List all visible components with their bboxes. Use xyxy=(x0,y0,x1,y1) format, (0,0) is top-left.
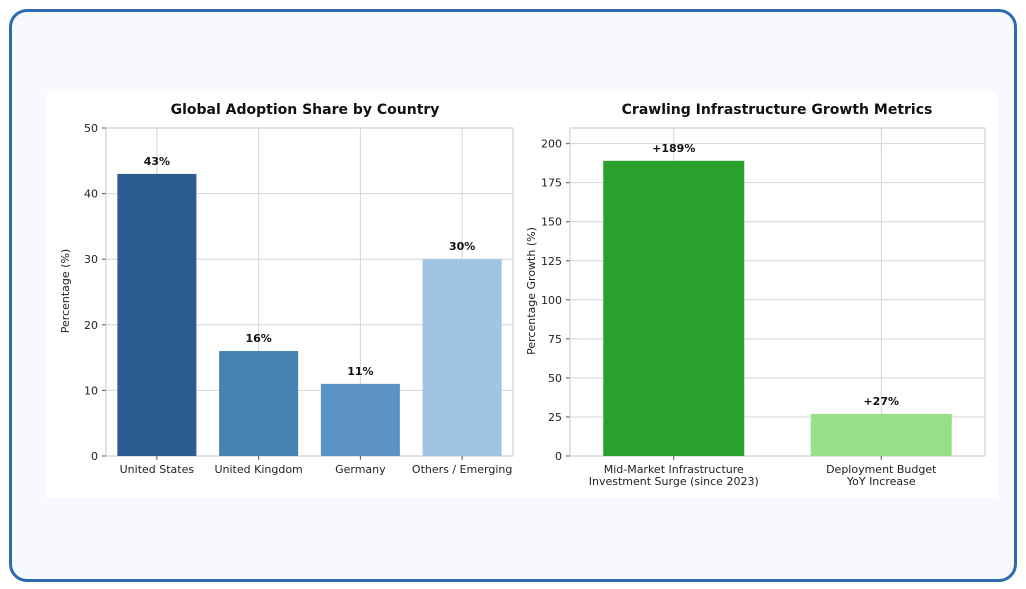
chart-2-ytick-label: 200 xyxy=(541,138,562,151)
chart-2-ytick-label: 0 xyxy=(555,450,562,463)
chart-1-plot-frame xyxy=(105,127,514,457)
chart-2-xtick-label-line: Deployment Budget xyxy=(826,463,937,476)
chart-2-bar xyxy=(603,160,745,457)
chart-2-ytick-label: 125 xyxy=(541,255,562,268)
chart-1-xtick-label: Germany xyxy=(335,463,386,476)
chart-1-ytick-label: 20 xyxy=(84,319,98,332)
chart-2-xtick-label: Deployment Budget YoY Increase xyxy=(826,463,937,488)
chart-2-xtick-label: Mid-Market Infrastructure Investment Surg… xyxy=(589,463,759,488)
chart-2-ytick-label: 50 xyxy=(548,372,562,385)
chart-1-xtick-label-line: United States xyxy=(120,463,195,476)
chart-2-xtick-label-line: Investment Surge (since 2023) xyxy=(589,475,759,488)
chart-1-ytick-label: 10 xyxy=(84,384,98,397)
chart-1-data-label: 11% xyxy=(347,365,373,378)
chart-1-bar xyxy=(117,173,197,457)
chart-1-title: Global Adoption Share by Country xyxy=(171,102,440,118)
chart-1-bar xyxy=(320,383,400,456)
chart-1-xtick-label-line: United Kingdom xyxy=(214,463,302,476)
chart-2-ytick-label: 100 xyxy=(541,294,562,307)
chart-2-title: Crawling Infrastructure Growth Metrics xyxy=(622,102,933,118)
chart-1-bar xyxy=(422,259,502,456)
chart-1-xtick-label: United States xyxy=(120,463,195,476)
chart-1-xtick-label-line: Others / Emerging xyxy=(412,463,512,476)
chart-2-ytick-label: 175 xyxy=(541,177,562,190)
chart-1-ytick-label: 0 xyxy=(91,450,98,463)
chart-1-ylabel: Percentage (%) xyxy=(59,249,72,333)
chart-1-ytick-label: 30 xyxy=(84,253,98,266)
chart-1-xtick-label-line: Germany xyxy=(335,463,386,476)
chart-2-xtick-label-line: Mid-Market Infrastructure xyxy=(604,463,744,476)
chart-2-ytick-label: 150 xyxy=(541,216,562,229)
chart-2-data-label: +27% xyxy=(863,395,899,408)
chart-1-xtick-label: United Kingdom xyxy=(214,463,302,476)
chart-2-bar xyxy=(810,413,952,456)
chart-1-data-label: 30% xyxy=(449,240,475,253)
chart-2-xtick-label-line: YoY Increase xyxy=(846,475,916,488)
chart-1-bar xyxy=(219,351,299,456)
chart-2-plot-frame xyxy=(569,127,986,457)
chart-2-ytick-label: 75 xyxy=(548,333,562,346)
chart-1-data-label: 43% xyxy=(144,155,170,168)
chart-2-ytick-label: 25 xyxy=(548,411,562,424)
chart-2-data-label: +189% xyxy=(652,142,695,155)
chart-2-ylabel: Percentage Growth (%) xyxy=(525,227,538,355)
chart-1-data-label: 16% xyxy=(245,332,271,345)
chart-1-xtick-label: Others / Emerging xyxy=(412,463,512,476)
chart-1-ytick-label: 40 xyxy=(84,188,98,201)
chart-1-ytick-label: 50 xyxy=(84,122,98,135)
